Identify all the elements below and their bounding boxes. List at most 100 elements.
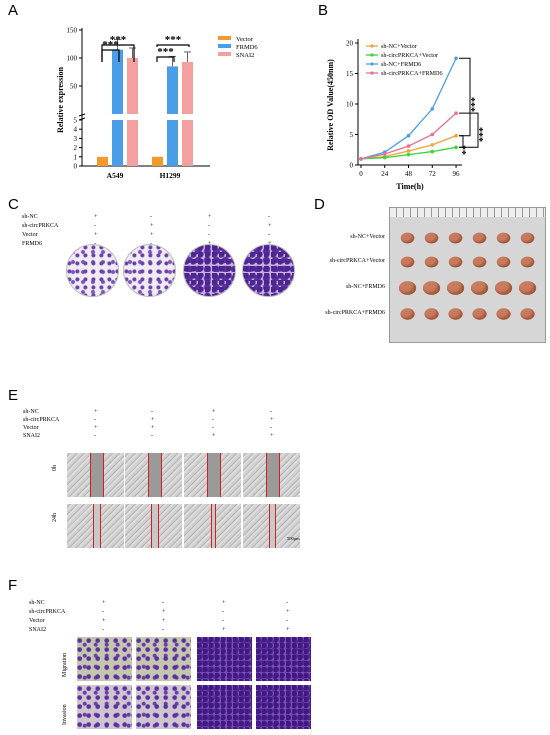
panel-label-a: A [8, 2, 19, 19]
y-tick-label: 3 [74, 135, 78, 143]
panel-e-sign: - [151, 433, 153, 439]
axis-break [78, 113, 86, 117]
legend-swatch [218, 36, 231, 40]
tumor [400, 232, 415, 244]
scratch-image [243, 504, 300, 548]
x-tick-label: 0 [359, 170, 363, 178]
panel-c-sign: + [150, 232, 154, 238]
scratch-image [125, 453, 182, 497]
significance-label: *** [478, 127, 489, 142]
tumor [496, 308, 511, 320]
panel-f-sign: + [162, 618, 166, 624]
panel-c-row-label: sh-circPRKCA [22, 223, 59, 229]
wound-gap [89, 453, 104, 497]
tumor [472, 232, 487, 244]
tumor-photo [389, 207, 546, 343]
colony-dish [242, 244, 295, 297]
panel-f-sign: - [102, 627, 104, 633]
data-point [454, 111, 458, 115]
tumor [424, 308, 439, 320]
bar [182, 120, 193, 166]
panel-f-sign: - [222, 609, 224, 615]
tumor [398, 281, 417, 295]
panel-f-sign: + [162, 609, 166, 615]
panel-f-sign: - [222, 618, 224, 624]
panel-e-sign: - [212, 417, 214, 423]
panel-e-sign: - [94, 433, 96, 439]
bar [167, 66, 178, 114]
panel-c-sign: + [150, 223, 154, 229]
transwell-image [77, 637, 132, 681]
tumor [448, 308, 463, 320]
panel-c-sign: - [268, 214, 270, 220]
legend-label: Vector [236, 36, 254, 43]
assay-label: Invasion [62, 704, 68, 725]
panel-e-sign: + [94, 409, 98, 415]
panel-e-sign: - [94, 417, 96, 423]
tumor [472, 308, 487, 320]
panel-c-sign: + [208, 214, 212, 220]
x-tick-label: 72 [429, 170, 437, 178]
tumor [424, 232, 439, 244]
assay-label: Migration [62, 653, 68, 677]
x-tick-label: H1299 [160, 171, 181, 180]
panel-c-sign: + [94, 214, 98, 220]
transwell-image [136, 637, 191, 681]
y-tick-label: 10 [346, 101, 354, 109]
bar [152, 156, 163, 166]
data-point [454, 56, 458, 61]
legend-label: sh-circPRKCA+Vector [381, 52, 438, 59]
tumor [494, 281, 513, 295]
panel-f-sign: + [222, 627, 226, 633]
panel-f-sign: + [286, 627, 290, 633]
legend-label: SNAI2 [236, 52, 254, 59]
panel-e-sign: - [212, 425, 214, 431]
panel-f-row-label: sh-circPRKCA [29, 609, 66, 615]
y-tick-label: 5 [350, 131, 354, 139]
panel-f-sign: + [286, 609, 290, 615]
significance-label: *** [102, 39, 119, 51]
chart-b-svg: 0 5 10 15 20 0 24 48 72 96 Time(h) Relative OD Valu… [326, 39, 489, 191]
y-axis-label: Relative OD Value(450nm) [326, 59, 335, 151]
panel-e-sign: + [151, 425, 155, 431]
x-tick-label: A549 [107, 171, 124, 180]
panel-f-sign: - [286, 600, 288, 606]
time-label: 0h [52, 465, 58, 471]
panel-e-sign: + [212, 433, 216, 439]
panel-label-b: B [318, 2, 329, 19]
data-point [382, 155, 387, 160]
panel-c-row-label: FRMD6 [22, 241, 43, 247]
significance-label: *** [165, 34, 182, 46]
y-tick-label: 100 [67, 55, 78, 63]
tumor [496, 232, 511, 244]
scratch-image [67, 504, 124, 548]
panel-c-sign: - [208, 232, 210, 238]
x-tick-label: 96 [453, 170, 461, 178]
bar [182, 61, 193, 114]
y-tick-label: 50 [70, 83, 78, 91]
panel-f-sign: - [162, 600, 164, 606]
significance-bracket [459, 57, 471, 137]
panel-f-sign: + [102, 618, 106, 624]
data-point [406, 149, 411, 153]
panel-f-row-label: sh-NC [29, 600, 45, 606]
legend-marker [370, 62, 374, 66]
transwell-image [256, 637, 311, 681]
tumor [496, 256, 511, 268]
tumor-group-label: sh-NC+FRMD6 [345, 284, 385, 290]
panel-e-sign: - [151, 409, 153, 415]
data-point [454, 133, 458, 138]
x-tick-label: 48 [405, 170, 413, 178]
panel-c-sign: + [94, 232, 98, 238]
wound-gap [92, 504, 101, 548]
y-tick-label: 150 [67, 27, 78, 35]
scratch-image [184, 453, 241, 497]
y-tick-label: 1 [74, 153, 78, 161]
panel-c-sign: + [268, 223, 272, 229]
wound-gap [211, 504, 216, 548]
bar [112, 49, 123, 114]
legend-marker [370, 71, 374, 75]
panel-e-row-label: sh-circPRKCA [23, 417, 60, 423]
significance-bracket [459, 135, 464, 148]
